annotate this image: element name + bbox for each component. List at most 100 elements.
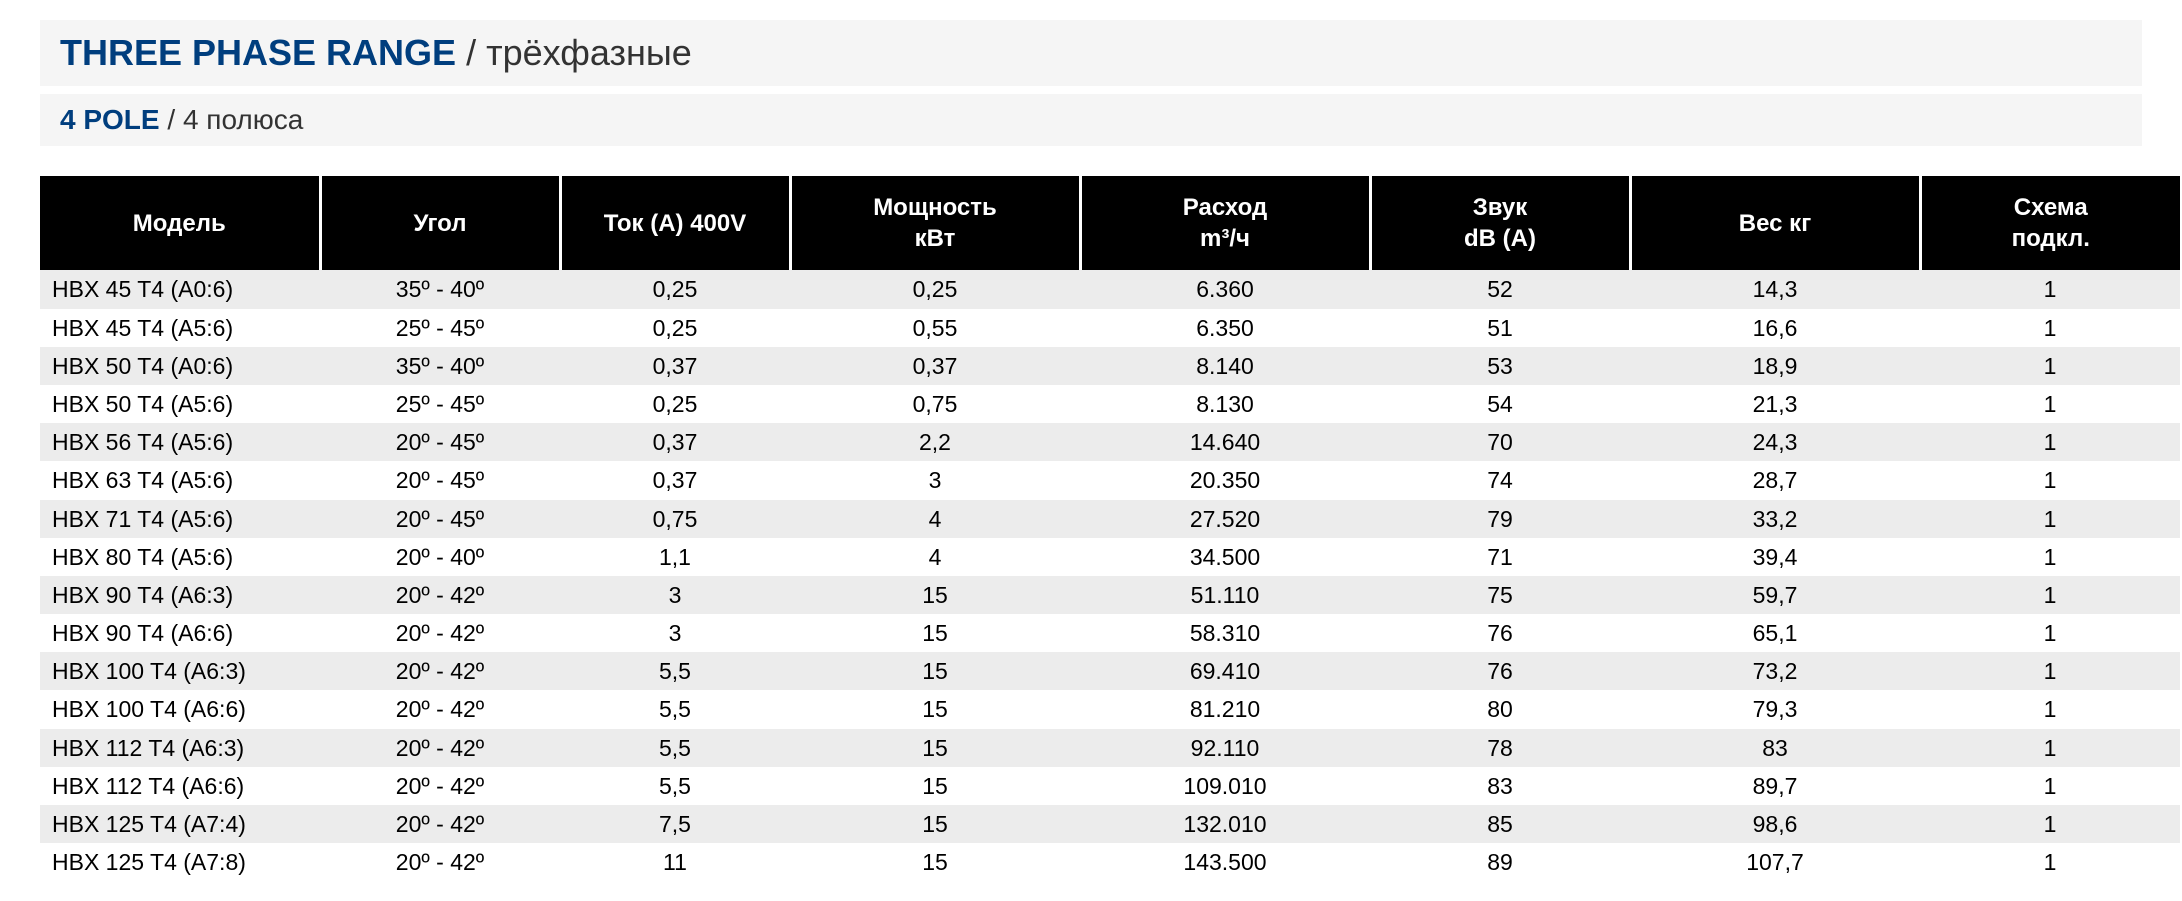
title-primary: THREE PHASE RANGE — [60, 32, 456, 73]
cell-model: HBX 63 T4 (A5:6) — [40, 461, 320, 499]
cell-power: 2,2 — [790, 423, 1080, 461]
cell-model: HBX 80 T4 (A5:6) — [40, 538, 320, 576]
cell-sound: 52 — [1370, 270, 1630, 308]
cell-weight: 89,7 — [1630, 767, 1920, 805]
cell-current: 5,5 — [560, 767, 790, 805]
table-row: HBX 50 T4 (A0:6)35º - 40º0,370,378.14053… — [40, 347, 2180, 385]
cell-power: 4 — [790, 538, 1080, 576]
cell-weight: 24,3 — [1630, 423, 1920, 461]
cell-conn: 1 — [1920, 347, 2180, 385]
table-header: МодельУголТок (А) 400VМощностькВтРасходm… — [40, 176, 2180, 270]
header-power: МощностькВт — [790, 176, 1080, 270]
cell-flow: 27.520 — [1080, 500, 1370, 538]
cell-weight: 39,4 — [1630, 538, 1920, 576]
cell-angle: 25º - 45º — [320, 309, 560, 347]
cell-power: 0,55 — [790, 309, 1080, 347]
cell-model: HBX 100 T4 (A6:6) — [40, 690, 320, 728]
cell-current: 0,25 — [560, 309, 790, 347]
cell-model: HBX 50 T4 (A5:6) — [40, 385, 320, 423]
cell-angle: 20º - 42º — [320, 690, 560, 728]
cell-flow: 6.350 — [1080, 309, 1370, 347]
header-flow: Расходm³/ч — [1080, 176, 1370, 270]
cell-current: 0,37 — [560, 423, 790, 461]
cell-angle: 20º - 42º — [320, 843, 560, 881]
cell-current: 3 — [560, 576, 790, 614]
cell-model: HBX 112 T4 (A6:3) — [40, 729, 320, 767]
cell-model: HBX 112 T4 (A6:6) — [40, 767, 320, 805]
cell-power: 15 — [790, 729, 1080, 767]
cell-current: 7,5 — [560, 805, 790, 843]
cell-current: 3 — [560, 614, 790, 652]
cell-conn: 1 — [1920, 461, 2180, 499]
table-row: HBX 45 T4 (A5:6)25º - 45º0,250,556.35051… — [40, 309, 2180, 347]
cell-weight: 16,6 — [1630, 309, 1920, 347]
cell-angle: 20º - 42º — [320, 652, 560, 690]
cell-conn: 1 — [1920, 690, 2180, 728]
cell-angle: 20º - 42º — [320, 729, 560, 767]
header-weight: Вес кг — [1630, 176, 1920, 270]
cell-angle: 35º - 40º — [320, 270, 560, 308]
cell-sound: 76 — [1370, 652, 1630, 690]
cell-flow: 81.210 — [1080, 690, 1370, 728]
cell-flow: 8.130 — [1080, 385, 1370, 423]
table-row: HBX 112 T4 (A6:6)20º - 42º5,515109.01083… — [40, 767, 2180, 805]
cell-sound: 89 — [1370, 843, 1630, 881]
table-row: HBX 80 T4 (A5:6)20º - 40º1,1434.5007139,… — [40, 538, 2180, 576]
table-row: HBX 112 T4 (A6:3)20º - 42º5,51592.110788… — [40, 729, 2180, 767]
cell-conn: 1 — [1920, 500, 2180, 538]
cell-weight: 18,9 — [1630, 347, 1920, 385]
table-row: HBX 100 T4 (A6:6)20º - 42º5,51581.210807… — [40, 690, 2180, 728]
cell-flow: 20.350 — [1080, 461, 1370, 499]
cell-model: HBX 50 T4 (A0:6) — [40, 347, 320, 385]
cell-current: 0,75 — [560, 500, 790, 538]
cell-weight: 28,7 — [1630, 461, 1920, 499]
cell-sound: 51 — [1370, 309, 1630, 347]
cell-flow: 69.410 — [1080, 652, 1370, 690]
cell-conn: 1 — [1920, 767, 2180, 805]
subtitle-primary: 4 POLE — [60, 104, 160, 135]
cell-power: 15 — [790, 614, 1080, 652]
header-model: Модель — [40, 176, 320, 270]
subtitle-secondary: 4 полюса — [183, 104, 303, 135]
title-secondary: трёхфазные — [486, 32, 692, 73]
cell-flow: 6.360 — [1080, 270, 1370, 308]
cell-angle: 20º - 45º — [320, 423, 560, 461]
cell-weight: 98,6 — [1630, 805, 1920, 843]
cell-power: 15 — [790, 690, 1080, 728]
cell-model: HBX 45 T4 (A5:6) — [40, 309, 320, 347]
cell-weight: 59,7 — [1630, 576, 1920, 614]
cell-flow: 14.640 — [1080, 423, 1370, 461]
cell-sound: 78 — [1370, 729, 1630, 767]
cell-sound: 71 — [1370, 538, 1630, 576]
cell-power: 4 — [790, 500, 1080, 538]
cell-power: 15 — [790, 576, 1080, 614]
cell-current: 0,25 — [560, 270, 790, 308]
table-body: HBX 45 T4 (A0:6)35º - 40º0,250,256.36052… — [40, 270, 2180, 881]
table-row: HBX 90 T4 (A6:6)20º - 42º31558.3107665,1… — [40, 614, 2180, 652]
cell-conn: 1 — [1920, 270, 2180, 308]
cell-weight: 79,3 — [1630, 690, 1920, 728]
header-conn: Схемаподкл. — [1920, 176, 2180, 270]
subtitle-bar: 4 POLE / 4 полюса — [40, 94, 2142, 146]
header-angle: Угол — [320, 176, 560, 270]
table-row: HBX 50 T4 (A5:6)25º - 45º0,250,758.13054… — [40, 385, 2180, 423]
cell-conn: 1 — [1920, 538, 2180, 576]
cell-model: HBX 125 T4 (A7:4) — [40, 805, 320, 843]
cell-sound: 53 — [1370, 347, 1630, 385]
cell-conn: 1 — [1920, 614, 2180, 652]
cell-power: 0,37 — [790, 347, 1080, 385]
cell-current: 0,37 — [560, 461, 790, 499]
cell-current: 0,25 — [560, 385, 790, 423]
cell-angle: 20º - 42º — [320, 767, 560, 805]
cell-power: 15 — [790, 652, 1080, 690]
cell-flow: 92.110 — [1080, 729, 1370, 767]
cell-model: HBX 56 T4 (A5:6) — [40, 423, 320, 461]
cell-conn: 1 — [1920, 309, 2180, 347]
cell-model: HBX 125 T4 (A7:8) — [40, 843, 320, 881]
cell-weight: 21,3 — [1630, 385, 1920, 423]
cell-model: HBX 45 T4 (A0:6) — [40, 270, 320, 308]
cell-weight: 65,1 — [1630, 614, 1920, 652]
cell-weight: 107,7 — [1630, 843, 1920, 881]
subtitle-separator: / — [160, 104, 183, 135]
cell-sound: 70 — [1370, 423, 1630, 461]
